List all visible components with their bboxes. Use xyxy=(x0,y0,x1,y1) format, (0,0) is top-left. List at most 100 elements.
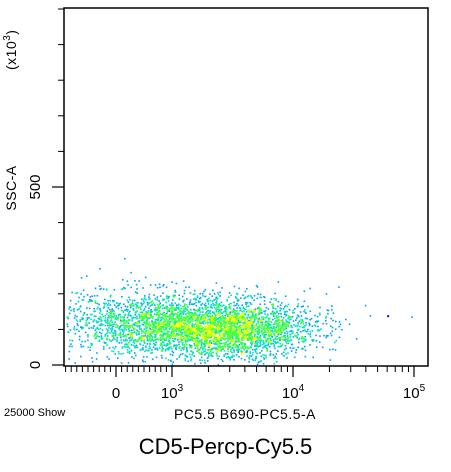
event-point xyxy=(291,332,293,335)
event-point xyxy=(235,332,238,334)
event-point xyxy=(242,347,244,349)
event-point xyxy=(164,328,166,331)
event-point xyxy=(128,337,130,339)
event-point xyxy=(237,334,240,336)
event-point xyxy=(217,306,219,308)
event-point xyxy=(156,311,159,314)
event-point xyxy=(253,321,255,323)
event-point xyxy=(166,307,168,310)
event-point xyxy=(158,313,161,316)
event-point xyxy=(142,324,145,326)
event-point xyxy=(105,321,107,324)
event-point xyxy=(167,297,170,300)
event-point xyxy=(94,300,97,302)
event-point xyxy=(267,323,270,326)
event-point xyxy=(287,337,290,340)
event-point xyxy=(171,337,174,340)
event-point xyxy=(157,328,160,330)
event-point xyxy=(81,328,83,330)
event-point xyxy=(282,351,285,354)
event-point xyxy=(122,332,125,334)
event-point xyxy=(276,331,279,333)
event-point xyxy=(206,322,209,324)
event-point xyxy=(87,334,89,336)
event-point xyxy=(258,307,260,309)
event-point xyxy=(229,306,231,309)
event-point xyxy=(122,333,124,336)
event-point xyxy=(216,300,218,302)
event-point xyxy=(235,344,237,346)
event-point xyxy=(174,325,176,327)
event-point xyxy=(115,315,118,318)
event-point xyxy=(93,310,95,313)
event-point xyxy=(110,312,113,314)
event-point xyxy=(231,347,233,349)
event-point xyxy=(179,313,181,315)
event-point xyxy=(257,313,260,316)
event-point xyxy=(257,331,260,334)
event-point xyxy=(149,305,151,307)
event-point xyxy=(264,334,266,336)
event-point xyxy=(82,314,85,316)
event-point xyxy=(128,326,131,329)
event-point xyxy=(116,339,118,341)
event-point xyxy=(229,313,232,315)
event-point xyxy=(80,355,82,358)
event-point xyxy=(183,343,186,346)
event-point xyxy=(314,325,317,328)
event-point xyxy=(134,303,137,305)
event-point xyxy=(108,339,111,341)
event-point xyxy=(146,343,149,345)
event-point xyxy=(170,304,173,306)
event-point xyxy=(209,327,211,329)
event-point xyxy=(135,340,137,342)
event-point xyxy=(107,317,109,319)
event-point xyxy=(186,350,188,353)
event-point xyxy=(250,317,252,319)
event-point xyxy=(185,355,188,357)
event-point xyxy=(233,308,235,310)
event-point xyxy=(203,328,206,331)
event-point xyxy=(199,301,201,303)
event-point xyxy=(134,346,136,348)
event-point xyxy=(172,321,175,324)
event-point xyxy=(207,349,209,352)
event-point xyxy=(148,326,151,329)
event-point xyxy=(117,317,119,319)
event-point xyxy=(213,299,215,301)
event-point xyxy=(98,339,101,342)
event-point xyxy=(128,330,130,333)
event-point xyxy=(226,329,229,331)
event-point xyxy=(285,323,287,325)
event-point xyxy=(237,332,240,335)
event-point xyxy=(187,334,190,336)
event-point xyxy=(214,317,216,319)
event-point xyxy=(257,321,259,324)
event-point xyxy=(195,331,198,334)
event-point xyxy=(129,333,131,335)
event-point xyxy=(69,299,72,302)
event-point xyxy=(338,336,341,339)
event-point xyxy=(213,311,215,314)
event-point xyxy=(216,350,219,353)
event-point xyxy=(247,310,250,312)
event-point xyxy=(132,309,135,312)
event-point xyxy=(75,319,77,321)
event-point xyxy=(220,301,223,304)
event-point xyxy=(252,314,255,316)
event-point xyxy=(255,351,257,353)
event-point xyxy=(155,319,158,321)
event-point xyxy=(229,328,232,331)
event-point xyxy=(91,343,93,345)
event-point xyxy=(121,324,123,327)
event-point xyxy=(225,341,228,344)
event-point xyxy=(250,315,252,317)
event-point xyxy=(205,331,208,334)
event-point xyxy=(162,322,164,325)
event-point xyxy=(99,309,101,311)
event-point xyxy=(126,349,129,351)
event-point xyxy=(200,331,203,333)
event-point xyxy=(234,311,236,313)
event-point xyxy=(192,320,194,322)
event-point xyxy=(277,301,280,303)
